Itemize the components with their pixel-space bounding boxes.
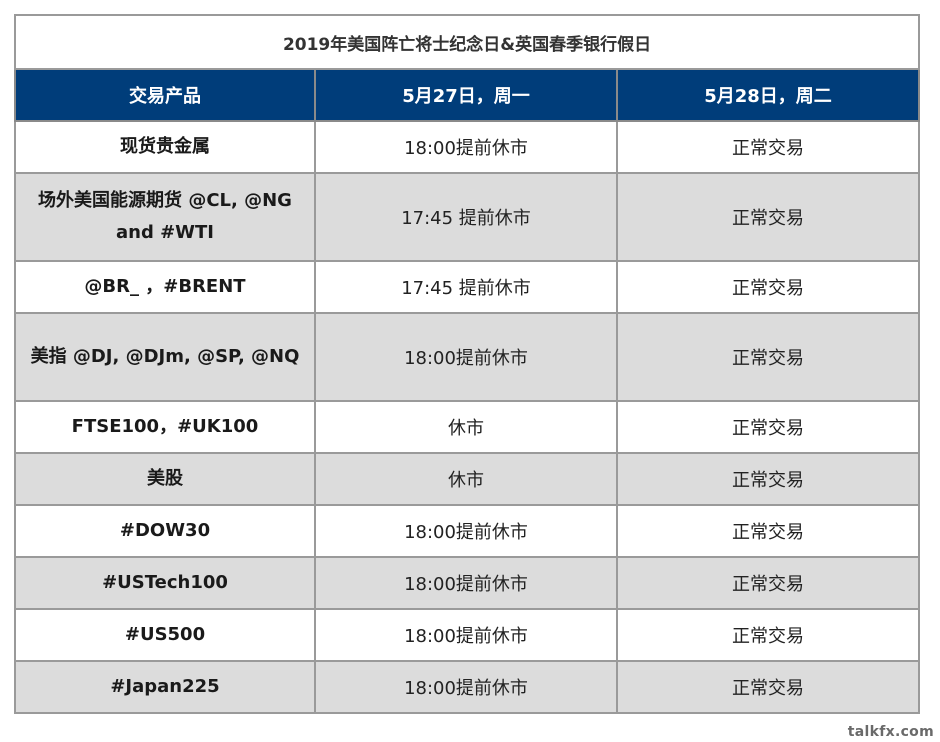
may28-cell: 正常交易 (615, 608, 921, 662)
may27-cell: 18:00提前休市 (314, 660, 618, 714)
may28-cell: 正常交易 (615, 504, 921, 558)
header-product: 交易产品 (14, 68, 316, 122)
product-cell: #DOW30 (14, 504, 316, 558)
may28-cell: 正常交易 (615, 120, 921, 174)
table-row: 现货贵金属 18:00提前休市 正常交易 (14, 120, 921, 174)
table-row: 美指 @DJ, @DJm, @SP, @NQ 18:00提前休市 正常交易 (14, 312, 921, 402)
product-cell: #USTech100 (14, 556, 316, 610)
may28-cell: 正常交易 (615, 660, 921, 714)
header-may27: 5月27日，周一 (314, 68, 618, 122)
product-cell: 现货贵金属 (14, 120, 316, 174)
may28-cell: 正常交易 (615, 172, 921, 262)
may28-cell: 正常交易 (615, 556, 921, 610)
watermark-text: talkfx.com (847, 724, 934, 740)
may27-cell: 18:00提前休市 (314, 312, 618, 402)
product-cell: FTSE100，#UK100 (14, 400, 316, 454)
may27-cell: 17:45 提前休市 (314, 260, 618, 314)
product-cell: @BR_ ，#BRENT (14, 260, 316, 314)
may27-cell: 休市 (314, 452, 618, 506)
may27-cell: 18:00提前休市 (314, 504, 618, 558)
may28-cell: 正常交易 (615, 452, 921, 506)
product-cell: #US500 (14, 608, 316, 662)
table-row: @BR_ ，#BRENT 17:45 提前休市 正常交易 (14, 260, 921, 314)
table-header-row: 交易产品 5月27日，周一 5月28日，周二 (14, 68, 921, 122)
table-title-row: 2019年美国阵亡将士纪念日&英国春季银行假日 (13, 14, 921, 70)
header-may28: 5月28日，周二 (615, 68, 921, 122)
product-cell: 美指 @DJ, @DJm, @SP, @NQ (14, 312, 316, 402)
product-cell: 美股 (14, 452, 316, 506)
table-row: #DOW30 18:00提前休市 正常交易 (14, 504, 921, 558)
product-cell: 场外美国能源期货 @CL, @NG and #WTI (14, 172, 316, 262)
may27-cell: 17:45 提前休市 (314, 172, 618, 262)
table-row: FTSE100，#UK100 休市 正常交易 (14, 400, 921, 454)
table-title: 2019年美国阵亡将士纪念日&英国春季银行假日 (13, 14, 921, 70)
trading-schedule-table: 2019年美国阵亡将士纪念日&英国春季银行假日 交易产品 5月27日，周一 5月… (13, 14, 921, 714)
table-row: #USTech100 18:00提前休市 正常交易 (14, 556, 921, 610)
may27-cell: 休市 (314, 400, 618, 454)
may27-cell: 18:00提前休市 (314, 556, 618, 610)
may28-cell: 正常交易 (615, 312, 921, 402)
table-row: #US500 18:00提前休市 正常交易 (14, 608, 921, 662)
may28-cell: 正常交易 (615, 400, 921, 454)
product-cell: #Japan225 (14, 660, 316, 714)
may27-cell: 18:00提前休市 (314, 120, 618, 174)
may27-cell: 18:00提前休市 (314, 608, 618, 662)
table-row: 场外美国能源期货 @CL, @NG and #WTI 17:45 提前休市 正常… (14, 172, 921, 262)
holiday-schedule: 2019年美国阵亡将士纪念日&英国春季银行假日 交易产品 5月27日，周一 5月… (13, 14, 921, 714)
may28-cell: 正常交易 (615, 260, 921, 314)
table-row: 美股 休市 正常交易 (14, 452, 921, 506)
table-row: #Japan225 18:00提前休市 正常交易 (14, 660, 921, 714)
